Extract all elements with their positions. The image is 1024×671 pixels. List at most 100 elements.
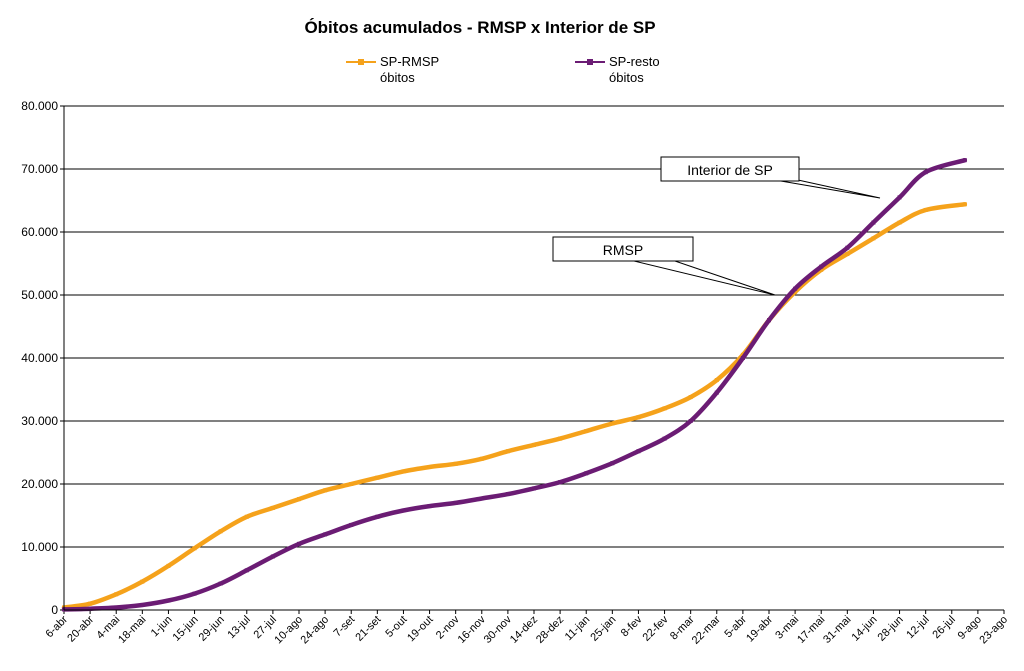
data-point	[897, 220, 902, 225]
x-tick-label: 24-ago	[299, 614, 332, 647]
legend-item-rmsp: SP-RMSP óbitos	[346, 54, 439, 85]
data-point	[584, 429, 589, 434]
series-group	[61, 157, 968, 612]
data-point	[323, 488, 328, 493]
x-tick-label: 30-nov	[482, 613, 515, 646]
data-point	[349, 522, 354, 527]
series-line	[61, 157, 968, 612]
x-tick-label: 26-jul	[930, 614, 958, 642]
data-point	[871, 220, 876, 225]
data-point	[349, 482, 354, 486]
data-point	[558, 436, 563, 441]
y-tick-label: 40.000	[21, 351, 58, 365]
data-point	[114, 592, 119, 597]
data-point	[297, 497, 301, 502]
data-point	[714, 390, 719, 395]
y-tick-label: 60.000	[21, 225, 58, 239]
data-point	[610, 461, 615, 466]
x-tick-label: 10-ago	[272, 614, 305, 647]
data-point	[166, 563, 171, 568]
callout-interior-box	[660, 156, 800, 182]
data-point	[453, 461, 458, 466]
data-point	[610, 421, 615, 426]
data-point	[218, 581, 223, 586]
y-tick-label: 70.000	[21, 162, 58, 176]
x-tick-label: 14-dez	[508, 614, 540, 646]
y-tick-label: 0	[51, 603, 58, 617]
data-point	[688, 419, 693, 423]
data-point	[740, 356, 745, 360]
data-point	[244, 514, 249, 519]
y-tick-label: 80.000	[21, 99, 58, 113]
data-point	[688, 395, 693, 400]
x-tick-label: 13-jul	[225, 614, 253, 642]
data-point	[323, 532, 328, 537]
data-point	[479, 456, 484, 461]
data-point	[140, 579, 145, 584]
data-point	[793, 286, 798, 291]
legend-item-resto: SP-resto óbitos	[575, 54, 660, 85]
x-tick-label: 15-jun	[171, 614, 201, 644]
data-point	[192, 546, 197, 551]
data-point	[871, 236, 876, 241]
data-point	[897, 195, 902, 200]
legend-label-rmsp-line2: óbitos	[380, 70, 415, 85]
callout-rmsp-box	[552, 236, 694, 262]
data-point	[453, 500, 458, 505]
x-tick-label: 28-dez	[534, 614, 566, 646]
data-point	[819, 267, 824, 272]
data-point	[845, 245, 850, 250]
data-point	[140, 602, 145, 607]
y-tick-label: 10.000	[21, 540, 58, 554]
x-tick-label: 19-out	[405, 614, 436, 645]
gridlines	[64, 105, 1004, 548]
callout-rmsp: RMSP	[552, 236, 776, 296]
callout-rmsp-pointer	[629, 259, 776, 296]
data-point	[962, 158, 967, 163]
x-tick-label: 22-fev	[641, 613, 671, 643]
data-point	[636, 415, 641, 420]
x-tick-label: 23-ago	[977, 614, 1010, 647]
data-point	[767, 318, 771, 323]
callout-interior-label: Interior de SP	[687, 162, 773, 178]
series-rmsp	[61, 202, 968, 610]
data-point	[923, 170, 928, 175]
y-axis-ticks: 0 10.000 20.000 30.000 40.000 50.000 60.000 70.…	[21, 99, 64, 617]
data-point	[479, 496, 484, 501]
data-point	[427, 464, 432, 469]
data-point	[88, 601, 93, 606]
data-point	[662, 406, 667, 411]
y-tick-label: 30.000	[21, 414, 58, 428]
chart-title: Óbitos acumulados - RMSP x Interior de S…	[304, 18, 655, 37]
data-point	[375, 514, 380, 519]
callout-interior: Interior de SP	[660, 156, 881, 199]
x-tick-label: 14-jun	[849, 614, 879, 644]
callout-interior-pointer	[774, 179, 881, 199]
data-point	[662, 436, 667, 441]
x-tick-label: 22-mar	[690, 613, 723, 646]
data-point	[845, 252, 850, 257]
data-point	[270, 505, 275, 510]
data-point	[714, 378, 719, 383]
data-point	[244, 568, 249, 573]
x-tick-label: 29-jun	[197, 614, 227, 644]
x-tick-label: 28-jun	[876, 614, 906, 644]
series-resto	[61, 157, 968, 612]
data-point	[401, 469, 406, 474]
data-point	[923, 207, 928, 212]
data-point	[505, 492, 510, 497]
x-tick-label: 19-abr	[744, 613, 775, 644]
x-tick-label: 20-abr	[65, 613, 96, 644]
y-tick-label: 20.000	[21, 477, 58, 491]
x-tick-label: 25-jan	[588, 614, 618, 644]
data-point	[166, 598, 171, 603]
data-point	[114, 605, 119, 610]
legend-marker-rmsp	[358, 59, 364, 65]
data-point	[88, 606, 93, 611]
data-point	[584, 471, 589, 476]
callout-rmsp-label: RMSP	[603, 242, 643, 258]
data-point	[192, 591, 197, 596]
legend-label-rmsp-line1: SP-RMSP	[380, 54, 439, 69]
x-tick-label: 16-nov	[456, 613, 489, 646]
